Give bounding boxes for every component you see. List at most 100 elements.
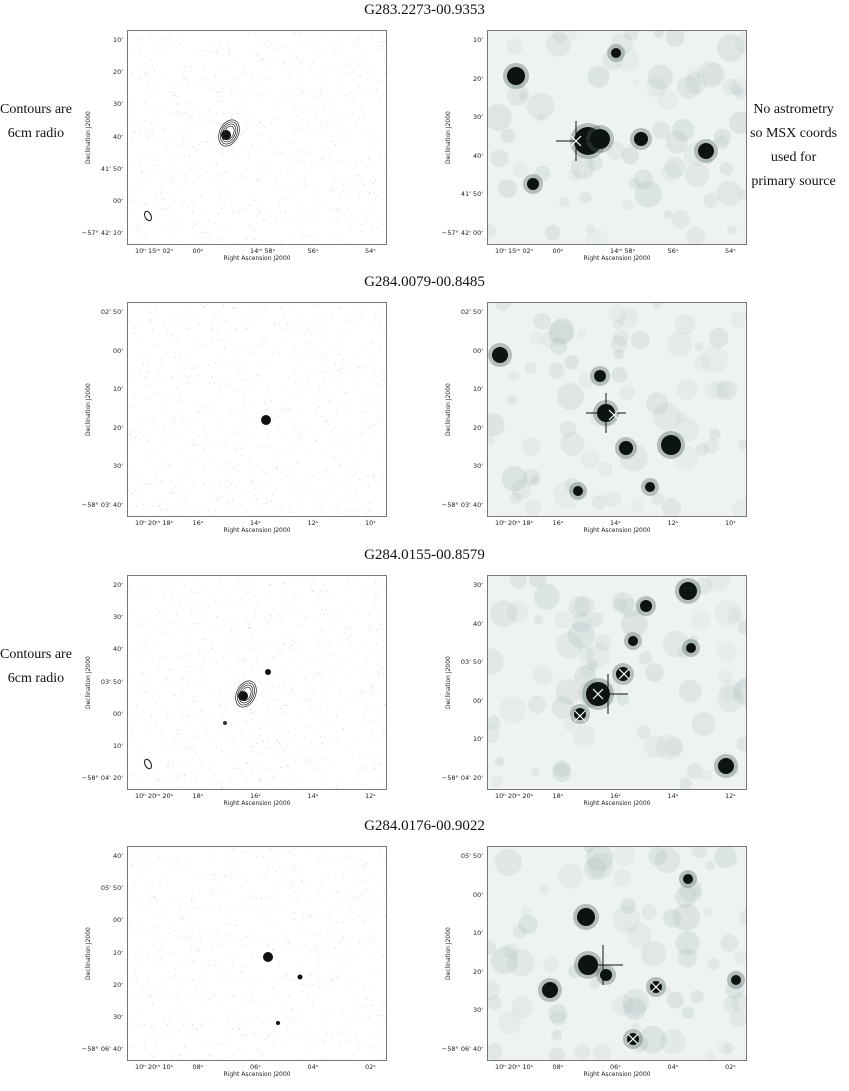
note-line: primary source [751, 174, 836, 189]
beam-ellipse [144, 758, 152, 770]
x-tick-label: 10ʰ 20ᵐ 18ˢ [135, 519, 174, 527]
source [640, 600, 652, 612]
row-title: G284.0155-00.8579 [364, 547, 485, 563]
y-axis-label: Declination J2000 [85, 655, 92, 709]
source [265, 669, 271, 675]
x-tick-label: 14ˢ [667, 792, 679, 800]
x-tick-label: 12ˢ [667, 519, 679, 527]
source [731, 975, 741, 985]
y-tick-label: −58° 03' 40' [441, 501, 483, 509]
y-tick-label: 40' [112, 132, 123, 141]
y-axis-label: Declination J2000 [85, 382, 92, 436]
y-tick-label: 10' [472, 36, 483, 44]
y-tick-label: 10' [472, 735, 483, 744]
x-marker [592, 688, 604, 700]
source [542, 982, 558, 998]
y-tick-label: −58° 06' 40' [441, 1045, 483, 1053]
source [297, 974, 303, 980]
left-image [128, 576, 386, 789]
x-marker [618, 668, 630, 680]
y-axis-label: Declination J2000 [445, 382, 452, 436]
x-axis-label: Right Ascension J2000 [583, 800, 651, 807]
y-axis-label: Declination J2000 [445, 926, 452, 980]
left-image-panel [127, 302, 387, 517]
x-tick-label: 10ʰ 20ᵐ 18ˢ [495, 519, 534, 527]
y-tick-label: 00' [112, 709, 123, 718]
y-axis-label: Declination J2000 [85, 110, 92, 164]
x-axis-label: Right Ascension J2000 [223, 255, 291, 262]
left-image [128, 847, 386, 1060]
x-tick-label: 10ˢ [725, 519, 736, 527]
y-tick-label: 00' [112, 916, 123, 925]
right-image [488, 31, 746, 244]
y-tick-label: 00' [472, 890, 483, 899]
y-tick-label: 20' [112, 423, 123, 432]
x-tick-label: 56ˢ [667, 247, 679, 255]
x-tick-label: 04ˢ [667, 1063, 679, 1071]
right-image-panel [487, 302, 747, 517]
source [611, 48, 621, 58]
row-title: G284.0079-00.8485 [364, 274, 485, 290]
source [619, 441, 633, 455]
x-axis-label: Right Ascension J2000 [583, 1071, 651, 1078]
y-tick-label: 10' [112, 948, 123, 957]
source [261, 415, 271, 425]
y-tick-label: 40' [112, 645, 123, 654]
x-tick-label: 12ˢ [307, 519, 319, 527]
note-line: 6cm radio [7, 671, 65, 686]
x-tick-label: 10ʰ 20ᵐ 20ˢ [495, 792, 534, 800]
x-tick-label: 16ˢ [192, 519, 204, 527]
row-title: G284.0176-00.9022 [364, 818, 485, 834]
y-tick-label: −58° 04' 20' [441, 774, 483, 782]
source [634, 132, 648, 146]
y-tick-label: 10' [112, 36, 123, 44]
y-tick-label: −58° 06' 40' [81, 1045, 123, 1053]
x-tick-label: 16ˢ [610, 792, 621, 800]
x-tick-label: 10ʰ 20ᵐ 10ˢ [135, 1063, 174, 1071]
x-tick-label: 16ˢ [250, 792, 261, 800]
x-tick-label: 06ˢ [250, 1063, 261, 1071]
right-image [488, 303, 746, 516]
y-tick-label: 20' [472, 74, 483, 83]
contour [237, 682, 255, 706]
y-tick-label: 20' [112, 980, 123, 989]
x-tick-label: 14ᵐ 58ˢ [610, 247, 636, 255]
note-line: No astrometry [753, 102, 834, 117]
contour [221, 123, 237, 143]
x-axis-label: Right Ascension J2000 [583, 527, 651, 534]
source [577, 908, 595, 926]
x-marker [608, 409, 620, 421]
y-tick-label: 03' 50' [100, 677, 123, 686]
y-tick-label: 03' 50' [460, 658, 483, 667]
source [221, 130, 231, 140]
y-axis-label: Declination J2000 [445, 655, 452, 709]
note-line: so MSX coords [750, 126, 838, 141]
y-tick-label: 00' [472, 346, 483, 355]
y-tick-label: 30' [472, 581, 483, 589]
source [574, 708, 586, 720]
x-tick-label: 10ʰ 20ᵐ 20ˢ [135, 792, 174, 800]
x-tick-label: 10ʰ 15ᵐ 02ˢ [135, 247, 174, 255]
x-tick-label: 08ˢ [192, 1063, 204, 1071]
left-image [128, 31, 386, 244]
y-tick-label: −58° 03' 40' [81, 501, 123, 509]
y-tick-label: 10' [472, 385, 483, 394]
y-tick-label: −58° 04' 20' [81, 774, 123, 782]
y-tick-label: −57° 42' 00' [441, 229, 483, 237]
source [686, 643, 696, 653]
y-tick-label: 41' 50' [460, 190, 483, 199]
x-axis-label: Right Ascension J2000 [583, 255, 651, 262]
y-tick-label: 20' [472, 967, 483, 976]
source [507, 67, 525, 85]
right-image [488, 847, 746, 1060]
y-tick-label: 00' [112, 346, 123, 355]
note-line: used for [770, 150, 817, 165]
left-image-panel [127, 846, 387, 1061]
contour [240, 686, 252, 702]
source [594, 370, 606, 382]
x-tick-label: 18ˢ [552, 792, 564, 800]
source [718, 758, 734, 774]
source [600, 969, 612, 981]
x-tick-label: 12ˢ [365, 792, 376, 800]
x-tick-label: 56ˢ [307, 247, 319, 255]
